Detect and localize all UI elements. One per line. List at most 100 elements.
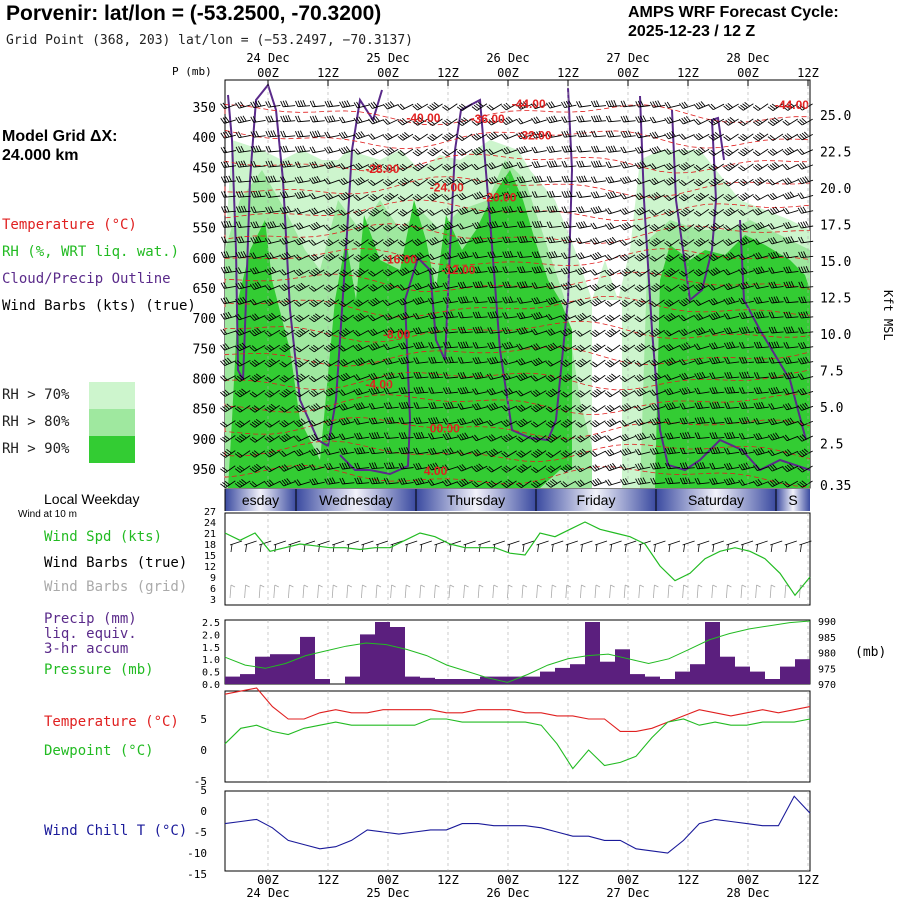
wind-barb-grid — [303, 584, 309, 588]
precip-bar — [675, 671, 690, 684]
wind-barb — [679, 372, 695, 381]
wind-barb — [738, 432, 755, 440]
pressure-tick-label: 400 — [193, 131, 216, 146]
wind-barb — [235, 115, 251, 124]
wind-barb — [664, 418, 681, 425]
wind-barb — [427, 133, 443, 142]
wind-barb — [221, 236, 237, 244]
wind-barb — [413, 417, 429, 425]
wind-barb — [723, 268, 740, 276]
wind-barb — [768, 386, 784, 395]
pressure-tick-label: 500 — [193, 192, 216, 207]
precip-bar — [345, 676, 360, 684]
wind-barb — [560, 313, 577, 321]
wind-barb — [294, 207, 310, 215]
wind-barb — [546, 236, 562, 244]
wind-barb — [383, 477, 399, 485]
wind-barb — [220, 282, 237, 289]
wind-barb — [265, 221, 281, 229]
wind-barb — [309, 146, 325, 154]
wind-barb — [412, 252, 429, 261]
wind-barb — [280, 176, 296, 183]
wind-barb — [782, 163, 799, 171]
wind-barb — [456, 148, 473, 156]
precip-tick-label: 1.5 — [202, 643, 220, 654]
precip-bar — [240, 674, 255, 684]
wind-barb-grid — [406, 584, 411, 588]
precip-bar — [510, 676, 525, 684]
wind-barb — [561, 190, 577, 198]
wind-barb — [265, 175, 281, 183]
wind-barb — [634, 269, 650, 277]
wind-barb — [604, 282, 621, 292]
wind-barb-true — [683, 544, 685, 553]
wind-barb — [323, 359, 340, 367]
wind-tick-label: 12 — [204, 562, 216, 573]
wind-barb — [783, 266, 799, 274]
wind-barb — [619, 239, 636, 246]
wind-barb — [487, 265, 503, 274]
wind-barb — [471, 207, 488, 215]
wind-barb — [724, 386, 740, 394]
wind-barb — [767, 192, 784, 201]
wind-barb — [338, 163, 355, 170]
wind-barb-true — [565, 540, 578, 546]
wind-barb — [561, 206, 577, 213]
wind-barb — [413, 431, 429, 440]
wind-barb — [264, 358, 280, 368]
wind-barb — [531, 205, 547, 213]
wind-barb-grid — [317, 584, 319, 599]
dewpoint-panel-label: Dewpoint (°C) — [44, 743, 154, 759]
wind-barb — [545, 374, 562, 382]
wind-barb — [383, 327, 399, 336]
wind-barb-grid — [667, 584, 670, 599]
wind-barb — [369, 462, 385, 470]
wind-barb — [619, 375, 636, 383]
wind-barb — [634, 161, 651, 170]
wind-barb — [353, 374, 370, 381]
wind-barb-grid — [477, 584, 480, 599]
wind-barb — [353, 131, 370, 140]
wind-barb — [576, 191, 592, 198]
wind-barb-true — [537, 544, 539, 553]
wind-barb-true — [800, 544, 802, 553]
wind-barb — [353, 222, 369, 232]
wind-barb — [338, 237, 354, 247]
wind-barb — [546, 221, 562, 228]
wind-barb — [308, 267, 325, 277]
wind-barb — [517, 221, 533, 228]
wind-barb — [575, 435, 591, 443]
wind-barb-true — [463, 540, 476, 546]
top-time-tick-label: 12Z — [797, 66, 819, 80]
wind-barb — [265, 115, 281, 123]
wind-barb — [797, 192, 814, 200]
wind-barb-true — [420, 544, 423, 553]
wind-barb — [798, 251, 814, 259]
wind-barb — [724, 402, 740, 409]
wind-barb — [590, 388, 606, 398]
wind-barb — [649, 299, 665, 307]
wind-barb — [531, 160, 547, 169]
temperature-contour — [224, 176, 811, 198]
wind-barb-true — [566, 544, 569, 553]
wind-barb — [486, 448, 503, 458]
wind-barb — [502, 312, 518, 319]
wind-speed-label: Wind Spd (kts) — [44, 529, 163, 545]
wind-barb — [294, 314, 310, 323]
wind-barb — [530, 403, 547, 413]
wind-barb — [752, 208, 769, 216]
wind-barb — [294, 191, 310, 199]
wind-barb — [235, 101, 251, 109]
wind-barb — [768, 357, 784, 364]
wind-barb-grid — [333, 584, 338, 588]
wind-barb — [604, 236, 621, 246]
temperature-panel-frame — [224, 690, 811, 783]
wind-barb — [412, 117, 429, 126]
wind-barb — [709, 432, 725, 439]
wind-barb — [531, 236, 547, 244]
wind-barb — [545, 388, 562, 398]
wind-barb — [413, 341, 429, 350]
wind-barb — [620, 161, 636, 169]
wind-barb — [783, 311, 799, 319]
wind-barb — [294, 161, 311, 168]
